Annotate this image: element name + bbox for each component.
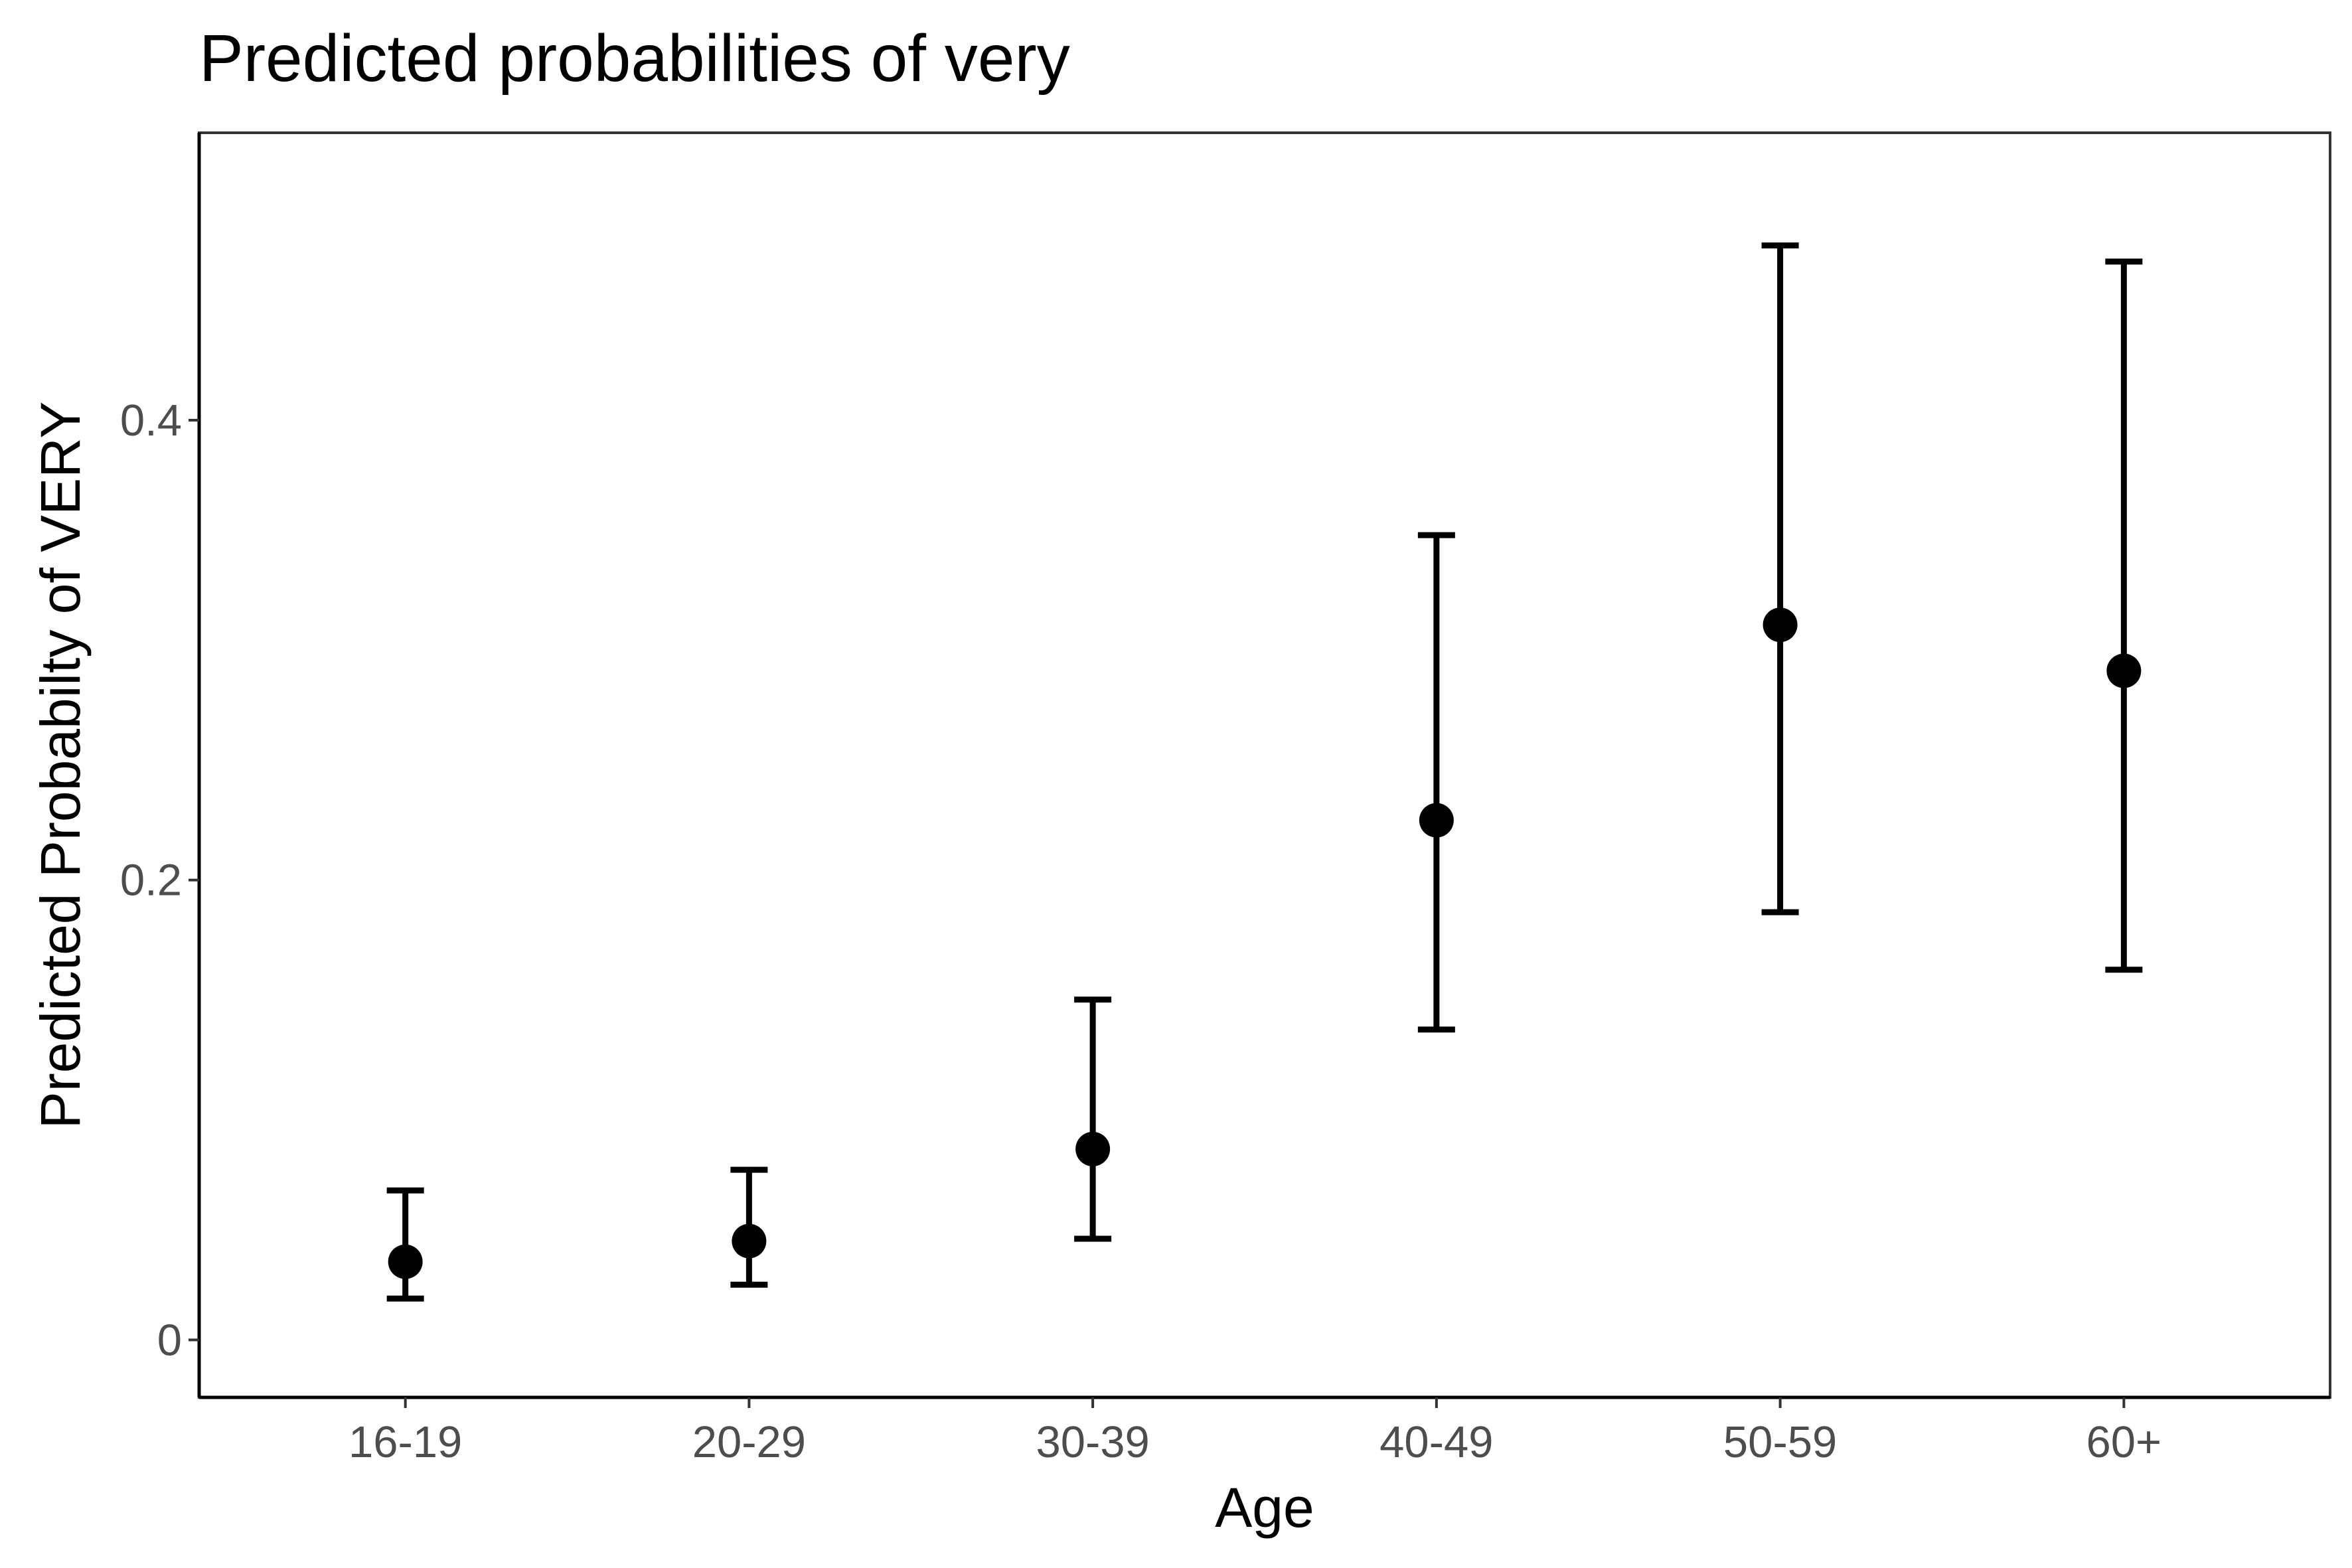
chart-title: Predicted probabilities of very xyxy=(199,21,1070,96)
x-axis-ticks: 16-19 20-29 30-39 40-49 50-59 60+ xyxy=(349,1397,2161,1467)
data-point xyxy=(388,1244,423,1279)
x-tick-label: 60+ xyxy=(2086,1417,2162,1467)
x-tick-label: 40-49 xyxy=(1379,1417,1493,1467)
data-point xyxy=(2106,653,2142,688)
error-bar xyxy=(1417,532,1455,1033)
data-point xyxy=(732,1223,767,1259)
error-bar xyxy=(1761,242,1799,915)
data-marks xyxy=(386,242,2143,1302)
data-point xyxy=(1763,607,1798,643)
x-tick-label: 16-19 xyxy=(349,1417,462,1467)
y-tick-label: 0 xyxy=(157,1315,182,1365)
error-bar xyxy=(2105,258,2143,973)
data-point xyxy=(1075,1131,1111,1166)
y-axis-title: Predicted Probabilty of VERY xyxy=(29,402,92,1129)
y-tick-label: 0.4 xyxy=(120,396,182,445)
x-tick-label: 50-59 xyxy=(1723,1417,1837,1467)
x-tick-label: 20-29 xyxy=(692,1417,806,1467)
x-tick-label: 30-39 xyxy=(1036,1417,1149,1467)
error-bar xyxy=(1074,996,1112,1242)
x-axis-title: Age xyxy=(1215,1476,1314,1539)
plot-panel xyxy=(198,131,2331,1399)
y-axis-ticks: 0 0.2 0.4 xyxy=(120,396,199,1365)
data-point xyxy=(1419,803,1454,838)
y-tick-label: 0.2 xyxy=(120,856,182,905)
